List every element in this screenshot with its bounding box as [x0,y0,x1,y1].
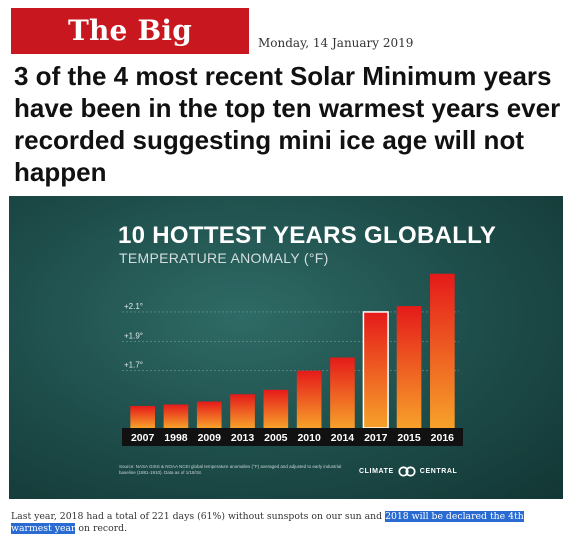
brand-left-label: CLIMATE [359,468,394,475]
bar-2010 [296,370,322,428]
brand-right-label: CENTRAL [419,468,458,475]
bar-2009 [196,401,222,428]
caption-end-text: on record. [75,523,128,534]
bar-2013 [230,394,255,428]
y-tick-label: +1.7° [124,361,143,370]
x-tick-label: 2007 [131,432,155,444]
bar-2017 [362,311,389,429]
x-tick-label: 2016 [431,432,455,444]
x-tick-label: 2009 [198,432,222,444]
x-tick-label: 2005 [264,432,288,444]
x-axis-strip [122,428,463,446]
x-tick-label: 2017 [364,432,388,444]
x-tick-label: 2015 [397,432,421,444]
y-tick-label: +2.1° [124,302,143,311]
bar-2014 [330,357,355,428]
x-tick-label: 1998 [164,432,188,444]
x-tick-label: 2010 [297,432,321,444]
y-tick-label: +1.9° [124,331,143,340]
post-date: Monday, 14 January 2019 [258,36,414,50]
bar-2005 [263,389,289,428]
bar-2015 [396,306,422,428]
chart-subtitle: TEMPERATURE ANOMALY (°F) [119,250,329,266]
post-title: 3 of the 4 most recent Solar Minimum yea… [14,61,561,187]
bar-chart: +1.7° +1.9° +2.1° 2007 1998 2009 2013 2005 2010… [122,273,463,446]
x-tick-label: 2013 [231,432,255,444]
climate-central-logo: CLIMATE CENTRAL [359,466,457,477]
chart-image: +1.7° +1.9° +2.1° 2007 1998 2009 2013 2005 2010… [9,196,563,499]
chart-title: 10 HOTTEST YEARS GLOBALLY [118,222,497,249]
bar-1998 [163,404,189,428]
post-caption: Last year, 2018 had a total of 221 days … [11,511,566,535]
bar-2016 [430,273,455,428]
blog-logo[interactable]: The Big Wobble [11,8,249,93]
infinity-icon [398,466,416,477]
caption-text: Last year, 2018 had a total of 221 days … [11,511,386,522]
bar-2007 [130,405,155,428]
chart-source-note: Source: NASA GISS & NOAA NCEI global tem… [119,464,342,475]
x-tick-label: 2014 [331,432,355,444]
